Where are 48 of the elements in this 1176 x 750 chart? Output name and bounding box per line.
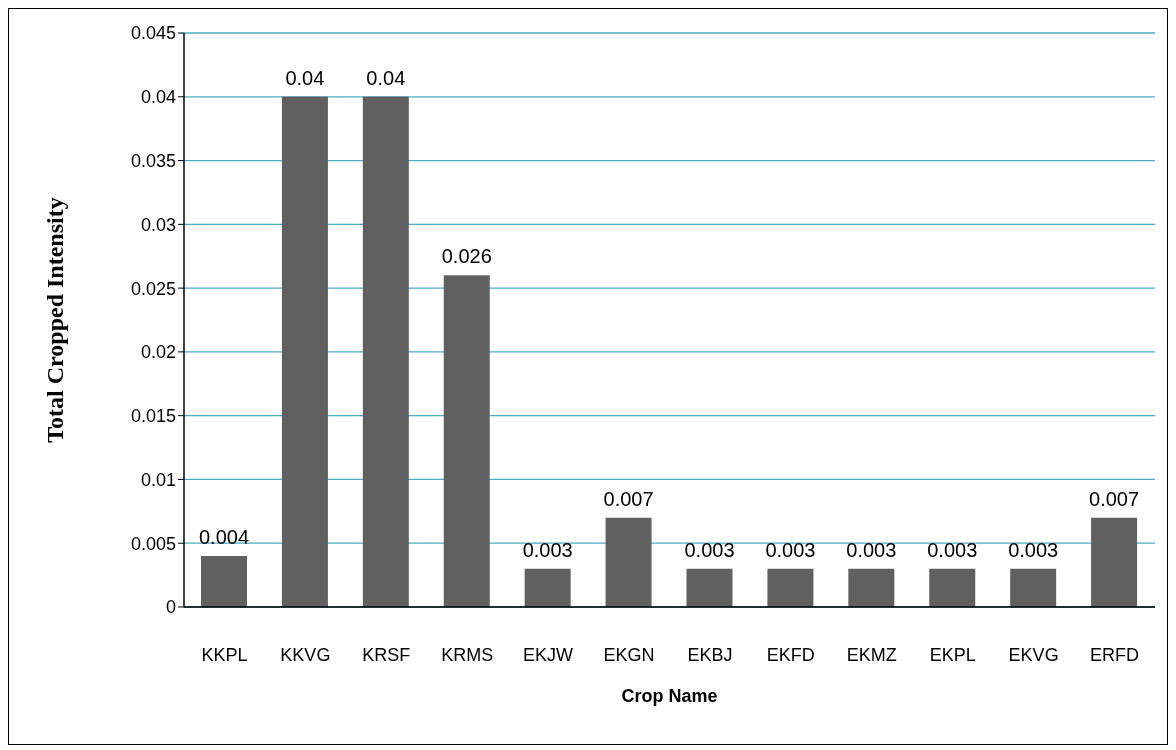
data-label: 0.04 — [285, 66, 325, 89]
x-tick-label: KKVG — [280, 644, 331, 665]
bar — [686, 568, 733, 607]
x-tick-label: KKPL — [201, 644, 248, 665]
bar — [201, 555, 247, 607]
y-tick-label: 0.02 — [140, 342, 176, 363]
y-tick-label: 0.045 — [130, 23, 176, 44]
x-tick-label: EKFD — [766, 644, 815, 665]
bar — [929, 568, 976, 607]
bar — [281, 96, 328, 607]
data-label: 0.003 — [846, 538, 897, 561]
bar — [362, 96, 409, 607]
x-tick-label: ERFD — [1090, 644, 1140, 665]
data-label: 0.003 — [765, 538, 816, 561]
bar — [767, 568, 814, 607]
x-axis-title: Crop Name — [621, 686, 718, 706]
y-tick-label: 0.025 — [130, 278, 176, 299]
data-label: 0.004 — [198, 525, 250, 548]
bar — [443, 275, 490, 607]
x-tick-label: KRMS — [441, 644, 494, 665]
data-label: 0.026 — [441, 245, 492, 268]
bar — [1091, 517, 1138, 607]
data-label: 0.003 — [684, 538, 735, 561]
x-tick-label: EKBJ — [687, 644, 733, 665]
bar — [848, 568, 895, 607]
data-label: 0.04 — [366, 66, 406, 89]
y-tick-label: 0.03 — [140, 214, 176, 235]
y-tick-label: 0 — [165, 597, 176, 618]
y-tick-label: 0.035 — [130, 150, 176, 171]
data-label: 0.003 — [522, 538, 573, 561]
x-tick-label: EKVG — [1008, 644, 1059, 665]
y-tick-label: 0.005 — [130, 533, 176, 554]
y-tick-label: 0.015 — [130, 406, 176, 427]
y-tick-label: 0.01 — [140, 469, 176, 490]
data-label: 0.003 — [927, 538, 978, 561]
x-tick-label: KRSF — [362, 644, 411, 665]
bar — [1010, 568, 1057, 607]
x-tick-label: EKPL — [929, 644, 976, 665]
data-label: 0.007 — [603, 487, 654, 510]
data-label: 0.003 — [1008, 538, 1059, 561]
x-tick-label: EKGN — [603, 644, 655, 665]
bar — [524, 568, 571, 607]
y-tick-label: 0.04 — [140, 87, 176, 108]
bar — [605, 517, 652, 607]
y-axis-title: Total Cropped Intensity — [41, 197, 68, 443]
x-tick-label: EKMZ — [846, 644, 897, 665]
x-tick-label: EKJW — [523, 644, 574, 665]
data-label: 0.007 — [1089, 487, 1140, 510]
